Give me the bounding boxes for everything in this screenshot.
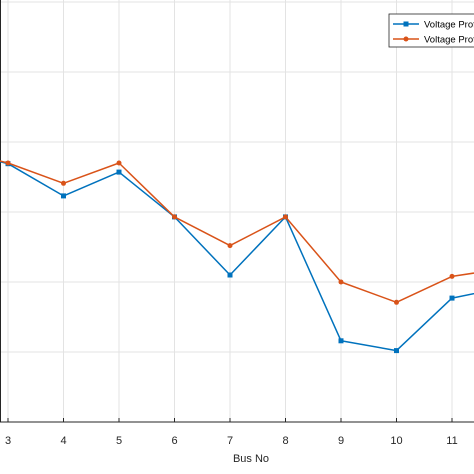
series-2-point — [338, 279, 344, 285]
x-tick-label: 8 — [282, 435, 288, 447]
x-tick-label: 5 — [116, 435, 122, 447]
series-2-point — [116, 160, 122, 166]
x-tick-label: 9 — [338, 435, 344, 447]
x-tick-label: 10 — [390, 435, 402, 447]
legend-marker-series-1 — [403, 21, 409, 27]
series-2-point — [449, 273, 455, 279]
series-1-point — [61, 193, 66, 199]
grid-layer — [0, 0, 474, 423]
series-2-point — [394, 299, 399, 305]
legend-box — [388, 13, 474, 48]
x-axis-title: Bus No — [233, 453, 269, 465]
x-tick-labels: 3 4 5 6 7 8 9 10 11 — [5, 418, 458, 447]
x-tick-label: 4 — [60, 435, 66, 447]
series-2-point — [5, 160, 11, 166]
series-layer — [0, 160, 474, 354]
series-2-line — [0, 160, 474, 304]
legend: Voltage Prof Voltage Prof — [388, 13, 474, 48]
series-1-point — [449, 295, 455, 301]
x-tick-label: 11 — [446, 435, 457, 447]
legend-label-series-2: Voltage Prof — [424, 35, 474, 46]
series-2-point — [283, 214, 288, 220]
series-1-point — [394, 348, 399, 354]
legend-marker-series-2 — [403, 36, 409, 42]
series-1-point — [116, 169, 122, 175]
x-tick-label: 6 — [171, 435, 177, 447]
legend-label-series-1: Voltage Prof — [424, 20, 474, 31]
series-2-point — [227, 243, 233, 249]
series-1-point — [227, 272, 233, 278]
x-tick-label: 3 — [5, 435, 11, 447]
x-tick-label: 7 — [227, 435, 233, 447]
series-2-point — [172, 214, 177, 220]
series-2-point — [61, 180, 66, 186]
series-1-point — [338, 338, 344, 344]
